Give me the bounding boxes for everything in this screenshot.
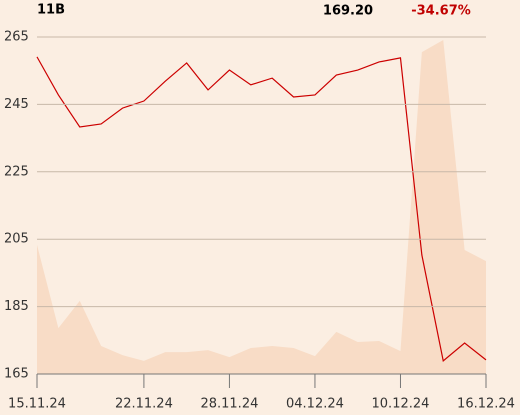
x-tick-label: 15.11.24 xyxy=(8,397,66,412)
x-tick-label: 28.11.24 xyxy=(200,397,258,412)
y-tick-label: 225 xyxy=(4,164,29,179)
x-tick-label: 16.12.24 xyxy=(457,397,515,412)
y-tick-label: 265 xyxy=(4,30,29,45)
y-tick-label: 205 xyxy=(4,232,29,247)
x-tick-label: 22.11.24 xyxy=(115,397,173,412)
x-tick-label: 04.12.24 xyxy=(286,397,344,412)
price-line xyxy=(36,56,487,362)
symbol: 11B xyxy=(37,3,65,18)
volume-area xyxy=(37,40,486,375)
y-tick-label: 185 xyxy=(4,299,29,314)
y-tick-label: 245 xyxy=(4,97,29,112)
x-tick-label: 10.12.24 xyxy=(372,397,430,412)
last-price: 169.20 xyxy=(323,4,373,19)
y-tick-label: 165 xyxy=(4,367,29,382)
change: -34.67% xyxy=(411,4,471,19)
